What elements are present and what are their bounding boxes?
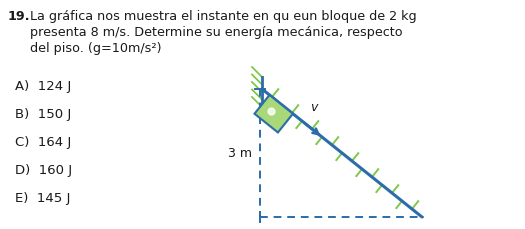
Text: La gráfica nos muestra el instante en qu eun bloque de 2 kg: La gráfica nos muestra el instante en qu… <box>30 10 417 23</box>
Text: presenta 8 m/s. Determine su energía mecánica, respecto: presenta 8 m/s. Determine su energía mec… <box>30 26 403 39</box>
Text: v: v <box>310 101 318 114</box>
Text: B)  150 J: B) 150 J <box>15 108 71 120</box>
Text: del piso. (g=10m/s²): del piso. (g=10m/s²) <box>30 42 162 55</box>
Text: 3 m: 3 m <box>228 147 252 160</box>
Text: D)  160 J: D) 160 J <box>15 163 72 176</box>
Text: C)  164 J: C) 164 J <box>15 135 71 148</box>
Polygon shape <box>255 95 293 133</box>
Text: E)  145 J: E) 145 J <box>15 191 70 204</box>
Text: A)  124 J: A) 124 J <box>15 80 71 93</box>
Text: 19.: 19. <box>8 10 30 23</box>
